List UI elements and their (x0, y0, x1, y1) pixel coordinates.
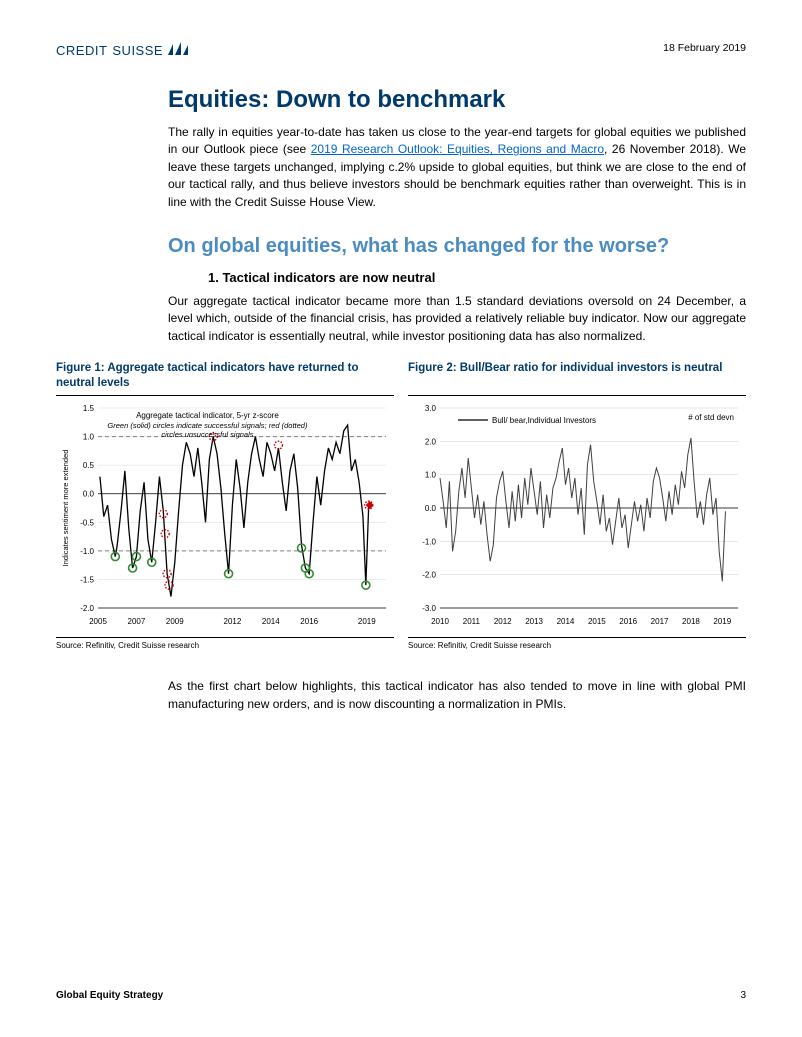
svg-text:2017: 2017 (651, 617, 669, 626)
para-2: Our aggregate tactical indicator became … (168, 293, 746, 345)
figure-2-chart: -3.0 -2.0 -1.0 0.0 1.0 2.0 3.0 2010 2011 2012 2013… (408, 400, 746, 630)
figure-1-source: Source: Refinitiv, Credit Suisse researc… (56, 641, 394, 650)
page-header: CREDIT SUISSE 18 February 2019 (56, 42, 746, 58)
para-3: As the first chart below highlights, thi… (168, 678, 746, 713)
figure-2: Figure 2: Bull/Bear ratio for individual… (408, 361, 746, 650)
svg-text:circles unsuccessful signals: circles unsuccessful signals (161, 430, 253, 439)
svg-text:2014: 2014 (262, 617, 280, 626)
svg-text:3.0: 3.0 (425, 404, 437, 413)
sails-icon (167, 42, 189, 56)
svg-text:Bull/ bear,Individual Investor: Bull/ bear,Individual Investors (492, 416, 596, 425)
svg-text:2011: 2011 (463, 617, 481, 626)
svg-text:1.0: 1.0 (83, 433, 95, 442)
svg-text:-0.5: -0.5 (80, 518, 94, 527)
footer-page-num: 3 (740, 990, 746, 1001)
subsection-title: 1. Tactical indicators are now neutral (208, 270, 746, 285)
page-title: Equities: Down to benchmark (168, 86, 746, 114)
charts-row: Figure 1: Aggregate tactical indicators … (56, 361, 746, 650)
svg-text:2005: 2005 (89, 617, 107, 626)
svg-text:2007: 2007 (128, 617, 146, 626)
svg-text:2019: 2019 (358, 617, 376, 626)
svg-text:2013: 2013 (525, 617, 543, 626)
svg-text:2016: 2016 (619, 617, 637, 626)
section-title: On global equities, what has changed for… (168, 235, 746, 258)
svg-text:2015: 2015 (588, 617, 606, 626)
svg-text:Green (solid) circles indicate: Green (solid) circles indicate successfu… (107, 421, 308, 430)
footer-left: Global Equity Strategy (56, 990, 163, 1001)
svg-text:2016: 2016 (300, 617, 318, 626)
svg-text:2010: 2010 (431, 617, 449, 626)
svg-text:2014: 2014 (557, 617, 575, 626)
svg-text:-1.0: -1.0 (422, 537, 436, 546)
svg-text:0.0: 0.0 (83, 490, 95, 499)
figure-2-title: Figure 2: Bull/Bear ratio for individual… (408, 361, 746, 391)
figure-1: Figure 1: Aggregate tactical indicators … (56, 361, 394, 650)
svg-text:-1.0: -1.0 (80, 547, 94, 556)
figure-1-chart: -2.0 -1.5 -1.0 -0.5 0.0 0.5 1.0 1.5 2005 2007 2009… (56, 400, 394, 630)
svg-text:-1.5: -1.5 (80, 576, 94, 585)
svg-text:Aggregate tactical indicator,: Aggregate tactical indicator, 5-yr z-sco… (136, 411, 279, 420)
svg-text:2019: 2019 (713, 617, 731, 626)
svg-text:0.5: 0.5 (83, 461, 95, 470)
svg-text:2012: 2012 (224, 617, 242, 626)
svg-text:1.0: 1.0 (425, 471, 437, 480)
svg-text:2012: 2012 (494, 617, 512, 626)
svg-text:2.0: 2.0 (425, 437, 437, 446)
figure-1-title: Figure 1: Aggregate tactical indicators … (56, 361, 394, 391)
svg-text:-2.0: -2.0 (80, 604, 94, 613)
intro-paragraph: The rally in equities year-to-date has t… (168, 124, 746, 211)
svg-text:2018: 2018 (682, 617, 700, 626)
brand-logo: CREDIT SUISSE (56, 42, 189, 58)
svg-text:-3.0: -3.0 (422, 604, 436, 613)
figure-2-source: Source: Refinitiv, Credit Suisse researc… (408, 641, 746, 650)
svg-text:2009: 2009 (166, 617, 184, 626)
brand-text-1: CREDIT (56, 43, 107, 58)
svg-text:# of std devn: # of std devn (688, 413, 734, 422)
brand-text-2: SUISSE (112, 43, 163, 58)
svg-text:-2.0: -2.0 (422, 571, 436, 580)
outlook-link[interactable]: 2019 Research Outlook: Equities, Regions… (311, 142, 604, 156)
svg-text:0.0: 0.0 (425, 504, 437, 513)
page-date: 18 February 2019 (663, 42, 746, 54)
svg-text:Indicates sentiment more exten: Indicates sentiment more extended (61, 450, 70, 567)
page-footer: Global Equity Strategy 3 (56, 990, 746, 1001)
svg-text:1.5: 1.5 (83, 404, 95, 413)
